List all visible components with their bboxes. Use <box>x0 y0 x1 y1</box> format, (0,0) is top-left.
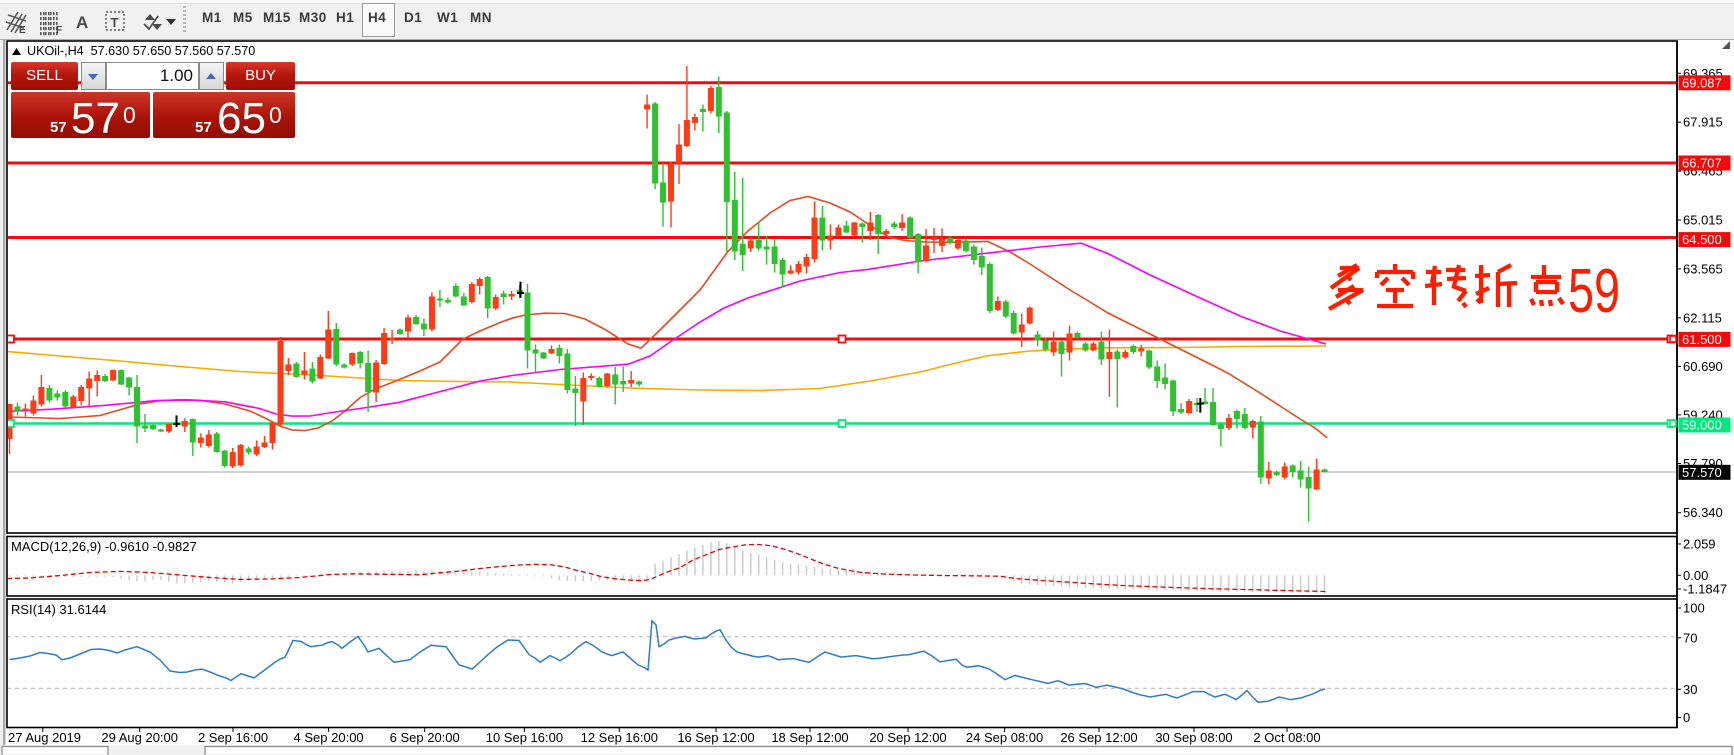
svg-text:30: 30 <box>1683 682 1697 697</box>
svg-text:100: 100 <box>1683 601 1705 616</box>
svg-text:30 Sep 08:00: 30 Sep 08:00 <box>1155 730 1232 745</box>
svg-text:RSI(14) 31.6144: RSI(14) 31.6144 <box>11 602 106 617</box>
svg-text:62.115: 62.115 <box>1683 310 1722 325</box>
svg-text:27 Aug 2019: 27 Aug 2019 <box>8 730 81 745</box>
svg-text:24 Sep 08:00: 24 Sep 08:00 <box>966 730 1043 745</box>
svg-text:67.915: 67.915 <box>1683 115 1723 130</box>
svg-text:MACD(12,26,9) -0.9610 -0.9827: MACD(12,26,9) -0.9610 -0.9827 <box>11 539 197 554</box>
svg-text:65.015: 65.015 <box>1683 213 1723 228</box>
svg-text:60.690: 60.690 <box>1683 359 1723 374</box>
svg-text:64.500: 64.500 <box>1682 232 1722 247</box>
svg-text:-1.1847: -1.1847 <box>1683 582 1727 597</box>
svg-text:10 Sep 16:00: 10 Sep 16:00 <box>486 730 563 745</box>
svg-text:66.707: 66.707 <box>1682 156 1722 171</box>
svg-text:4 Sep 20:00: 4 Sep 20:00 <box>294 730 364 745</box>
svg-text:59: 59 <box>1568 257 1620 326</box>
svg-text:6 Sep 20:00: 6 Sep 20:00 <box>390 730 460 745</box>
svg-text:2.059: 2.059 <box>1683 537 1716 552</box>
svg-text:69.087: 69.087 <box>1682 75 1722 90</box>
svg-text:0: 0 <box>1683 710 1690 725</box>
svg-text:57.570: 57.570 <box>1682 465 1722 480</box>
svg-text:16 Sep 12:00: 16 Sep 12:00 <box>677 730 754 745</box>
svg-text:20 Sep 12:00: 20 Sep 12:00 <box>869 730 946 745</box>
svg-text:12 Sep 16:00: 12 Sep 16:00 <box>581 730 658 745</box>
svg-text:18 Sep 12:00: 18 Sep 12:00 <box>771 730 848 745</box>
svg-text:61.500: 61.500 <box>1682 332 1722 347</box>
svg-text:2 Sep 16:00: 2 Sep 16:00 <box>198 730 268 745</box>
svg-text:70: 70 <box>1683 630 1697 645</box>
svg-text:UKOil-,H4 57.630 57.650 57.56: UKOil-,H4 57.630 57.650 57.560 57.570 <box>27 44 255 58</box>
svg-text:F: F <box>56 25 62 36</box>
svg-text:63.565: 63.565 <box>1683 261 1723 276</box>
svg-text:56.340: 56.340 <box>1683 505 1723 520</box>
svg-text:0.00: 0.00 <box>1683 568 1708 583</box>
svg-text:29 Aug 20:00: 29 Aug 20:00 <box>101 730 178 745</box>
svg-text:E: E <box>19 25 26 36</box>
svg-text:T: T <box>111 15 119 30</box>
svg-text:2 Oct 08:00: 2 Oct 08:00 <box>1253 730 1320 745</box>
svg-text:59.000: 59.000 <box>1682 418 1722 433</box>
svg-text:26 Sep 12:00: 26 Sep 12:00 <box>1060 730 1137 745</box>
svg-text:A: A <box>76 13 88 32</box>
